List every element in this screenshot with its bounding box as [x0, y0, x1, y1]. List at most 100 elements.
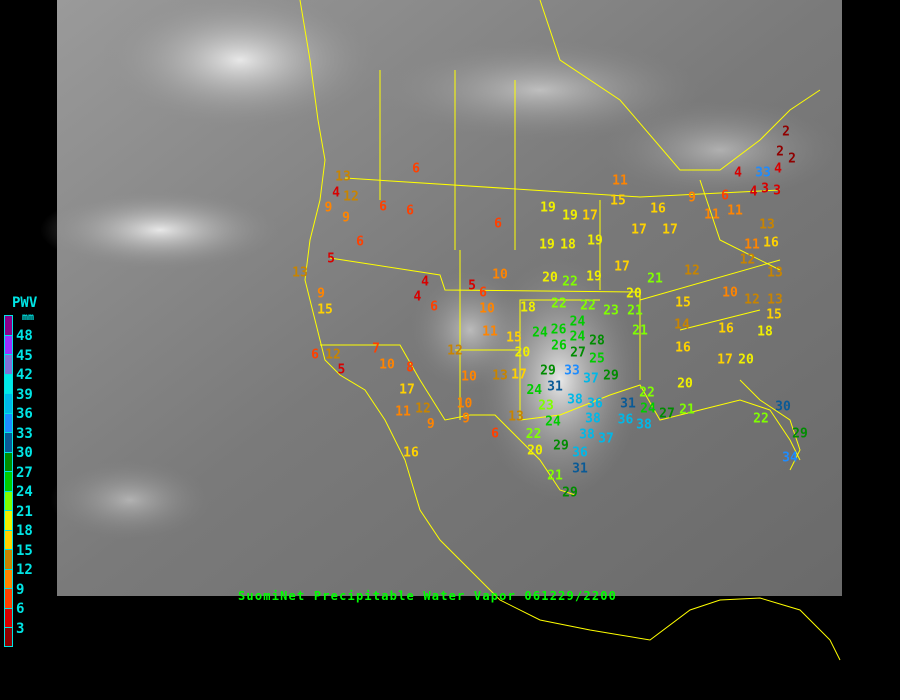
- legend-color-bar: [4, 315, 13, 647]
- pwv-legend: PWV mm 48 45 42 39 36 33 30 27 24 21 18 15 12 9 6 3: [0, 290, 60, 670]
- station-pwv-value: 11: [704, 208, 720, 223]
- station-pwv-value: 2: [776, 145, 784, 160]
- station-pwv-value: 11: [727, 204, 743, 219]
- station-pwv-value: 14: [674, 318, 690, 333]
- station-pwv-value: 13: [292, 266, 308, 281]
- legend-tick-label: 6: [16, 601, 25, 617]
- station-pwv-value: 11: [744, 238, 760, 253]
- legend-swatch: [4, 334, 13, 354]
- station-pwv-value: 38: [585, 412, 601, 427]
- station-pwv-value: 19: [562, 209, 578, 224]
- station-pwv-value: 38: [579, 428, 595, 443]
- legend-swatch: [4, 549, 13, 569]
- station-pwv-value: 26: [551, 339, 567, 354]
- station-pwv-value: 12: [447, 344, 463, 359]
- station-pwv-value: 31: [547, 380, 563, 395]
- legend-title: PWV: [12, 295, 38, 311]
- station-pwv-value: 24: [545, 415, 561, 430]
- station-pwv-value: 13: [335, 170, 351, 185]
- station-pwv-value: 36: [572, 446, 588, 461]
- station-pwv-value: 20: [626, 287, 642, 302]
- station-pwv-value: 16: [403, 446, 419, 461]
- station-pwv-value: 17: [717, 353, 733, 368]
- legend-tick-label: 27: [16, 464, 33, 481]
- station-pwv-value: 21: [627, 304, 643, 319]
- station-pwv-value: 9: [324, 201, 332, 216]
- station-pwv-value: 34: [782, 451, 798, 466]
- station-pwv-value: 10: [461, 370, 477, 385]
- station-pwv-value: 15: [675, 296, 691, 311]
- station-pwv-value: 19: [586, 270, 602, 285]
- station-pwv-value: 11: [395, 405, 411, 420]
- legend-tick-label: 48: [16, 328, 33, 344]
- map-caption: SuomiNet Precipitable Water Vapor 061229…: [238, 589, 618, 603]
- legend-swatch: [4, 451, 13, 471]
- legend-swatch: [4, 315, 13, 335]
- station-pwv-value: 6: [430, 300, 438, 315]
- political-borders: [299, 0, 841, 661]
- legend-swatch: [4, 529, 13, 549]
- station-pwv-value: 23: [603, 304, 619, 319]
- station-pwv-value: 6: [311, 348, 319, 363]
- station-pwv-value: 33: [755, 166, 771, 181]
- station-pwv-value: 10: [492, 268, 508, 283]
- legend-swatch: [4, 568, 13, 588]
- station-pwv-value: 5: [468, 279, 476, 294]
- station-pwv-value: 6: [491, 427, 499, 442]
- station-pwv-value: 4: [774, 162, 782, 177]
- legend-tick-label: 21: [16, 503, 33, 520]
- station-pwv-value: 19: [587, 234, 603, 249]
- station-pwv-value: 17: [662, 223, 678, 238]
- legend-swatch: [4, 393, 13, 413]
- legend-tick-label: 24: [16, 484, 33, 500]
- station-pwv-value: 19: [540, 201, 556, 216]
- station-pwv-value: 24: [526, 383, 542, 398]
- station-pwv-value: 16: [718, 322, 734, 337]
- station-pwv-value: 28: [589, 334, 605, 349]
- station-pwv-value: 38: [636, 418, 652, 433]
- station-pwv-value: 38: [567, 393, 583, 408]
- station-pwv-value: 4: [734, 166, 742, 181]
- station-pwv-value: 9: [688, 191, 696, 206]
- station-pwv-value: 7: [372, 342, 380, 357]
- station-pwv-value: 5: [327, 252, 335, 267]
- legend-unit: mm: [22, 312, 35, 323]
- station-pwv-value: 31: [620, 397, 636, 412]
- legend-tick-label: 15: [16, 542, 33, 559]
- station-pwv-value: 30: [775, 400, 791, 415]
- legend-tick-label: 36: [16, 406, 33, 422]
- station-pwv-value: 15: [766, 308, 782, 323]
- station-pwv-value: 9: [462, 412, 470, 427]
- station-pwv-value: 21: [679, 403, 695, 418]
- legend-tick-label: 39: [16, 386, 33, 403]
- legend-tick-label: 42: [16, 367, 33, 383]
- station-pwv-value: 4: [413, 290, 421, 305]
- station-pwv-value: 3: [773, 184, 781, 199]
- station-pwv-value: 12: [744, 293, 760, 308]
- station-pwv-value: 6: [412, 162, 420, 177]
- station-pwv-value: 16: [763, 236, 779, 251]
- station-pwv-value: 31: [572, 462, 588, 477]
- station-pwv-value: 29: [603, 369, 619, 384]
- legend-tick-label: 12: [16, 562, 33, 578]
- station-pwv-value: 21: [547, 469, 563, 484]
- legend-swatch: [4, 412, 13, 432]
- legend-swatch: [4, 490, 13, 510]
- station-pwv-value: 5: [337, 363, 345, 378]
- station-pwv-value: 21: [632, 324, 648, 339]
- station-pwv-value: 24: [570, 330, 586, 345]
- station-pwv-value: 8: [406, 361, 414, 376]
- legend-tick-label: 18: [16, 523, 33, 539]
- station-pwv-value: 11: [612, 174, 628, 189]
- station-pwv-value: 15: [317, 303, 333, 318]
- station-pwv-value: 27: [570, 346, 586, 361]
- station-pwv-value: 24: [570, 315, 586, 330]
- legend-swatch: [4, 510, 13, 530]
- legend-swatch: [4, 373, 13, 393]
- station-pwv-value: 33: [564, 364, 580, 379]
- station-pwv-value: 25: [589, 352, 605, 367]
- station-pwv-value: 12: [740, 253, 756, 268]
- station-pwv-value: 24: [532, 326, 548, 341]
